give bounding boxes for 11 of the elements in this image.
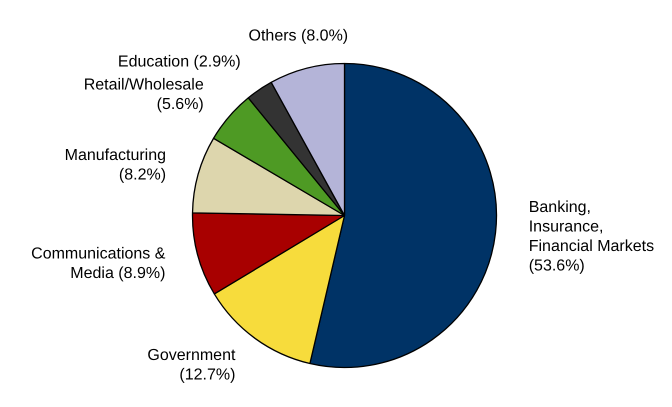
- slice-label: Banking, Insurance, Financial Markets: [528, 198, 654, 256]
- data-label: (53.6%): [528, 258, 585, 275]
- slice-label: Manufacturing: [64, 146, 166, 164]
- data-label: (8.2%): [118, 166, 166, 184]
- slice-label: Education (2.9%): [118, 53, 241, 70]
- slice-label: Retail/Wholesale: [84, 76, 204, 94]
- slice-label: Communications & Media (8.9%): [31, 245, 166, 282]
- slice-label: Others (8.0%): [248, 27, 348, 44]
- data-label: (12.7%): [179, 366, 236, 384]
- data-label: (5.6%): [156, 96, 204, 114]
- slice-label: Government: [147, 347, 236, 364]
